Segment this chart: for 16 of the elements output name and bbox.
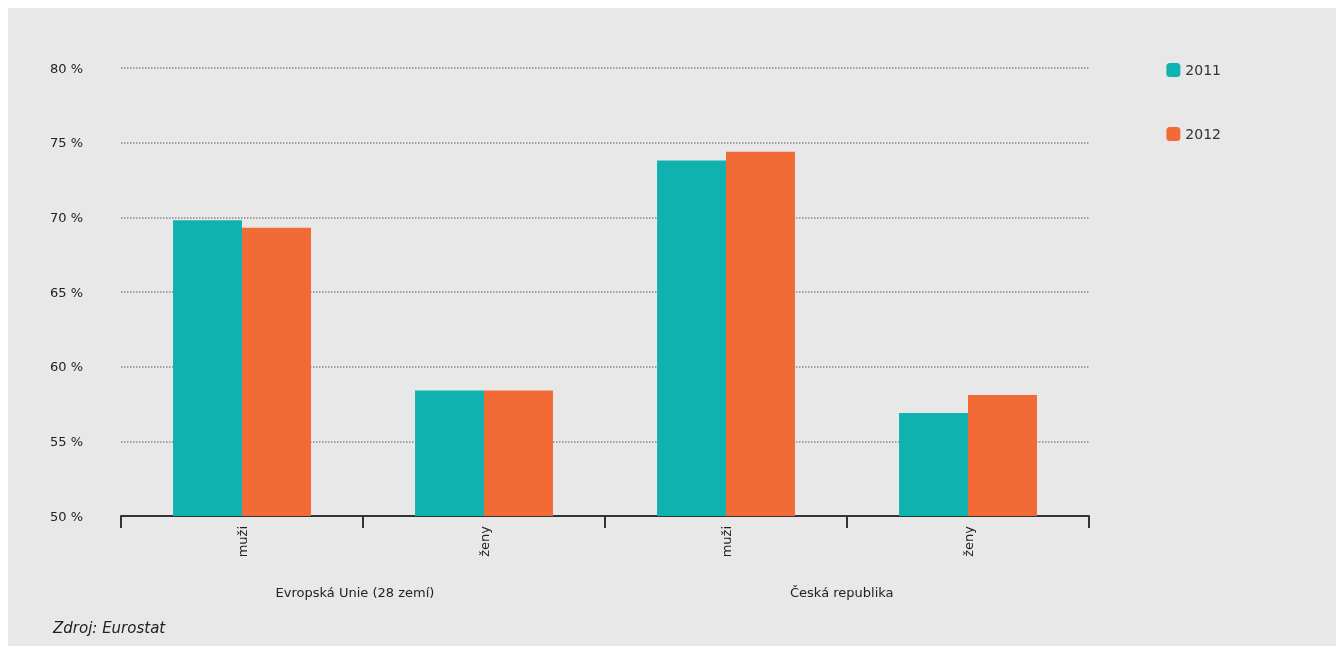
y-tick-label: 60 % [49, 359, 83, 375]
text: Zdroj: Eurostat [52, 618, 167, 637]
y-tick-label: 75 % [49, 135, 83, 151]
legend-label: 2012 [1185, 126, 1222, 142]
y-tick-label: 80 % [49, 60, 83, 76]
text: Česká republika [790, 585, 894, 600]
x-tick-label: muži [234, 526, 250, 558]
x-tick-label: muži [718, 526, 734, 558]
legend-label: 2011 [1185, 62, 1222, 78]
y-tick-label: 65 % [49, 284, 83, 300]
y-tick-label: 55 % [49, 433, 83, 449]
x-tick-label: ženy [476, 525, 492, 557]
y-tick-label: 70 % [49, 209, 83, 225]
y-tick-label: 50 % [49, 508, 83, 524]
x-tick-label: ženy [960, 525, 976, 557]
text: Evropská Unie (28 zemí) [275, 585, 435, 600]
